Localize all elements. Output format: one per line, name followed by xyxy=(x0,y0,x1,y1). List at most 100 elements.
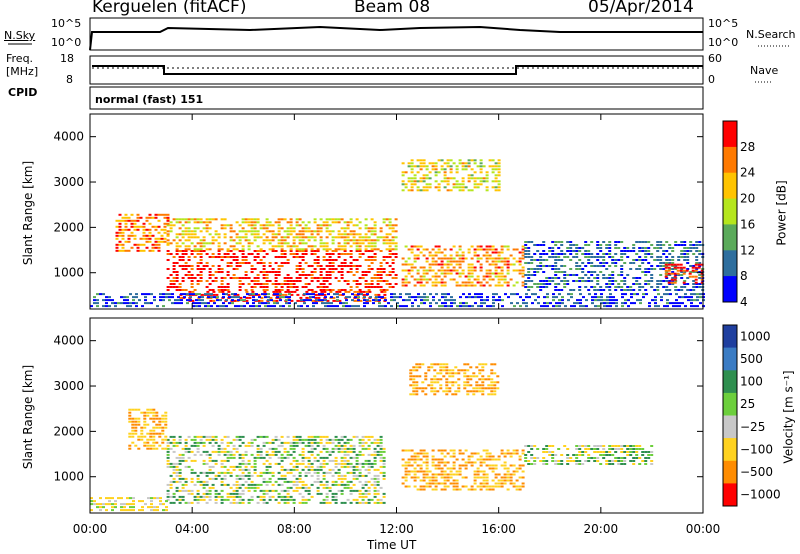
heatmap-cell xyxy=(402,299,405,302)
heatmap-cell xyxy=(530,274,534,276)
heatmap-cell xyxy=(241,474,245,477)
heatmap-cell xyxy=(432,296,435,299)
heatmap-cell xyxy=(407,485,411,488)
heatmap-cell xyxy=(283,498,287,501)
heatmap-cell xyxy=(608,451,612,453)
heatmap-cell xyxy=(382,447,386,450)
heatmap-cell xyxy=(373,486,377,489)
heatmap-cell xyxy=(157,237,161,240)
heatmap-cell xyxy=(671,265,675,267)
heatmap-cell xyxy=(229,224,233,227)
heatmap-cell xyxy=(474,296,477,299)
heatmap-cell xyxy=(479,162,483,165)
heatmap-cell xyxy=(404,479,408,482)
heatmap-cell xyxy=(137,447,141,450)
heatmap-cell xyxy=(184,438,188,441)
heatmap-cell xyxy=(205,262,209,264)
heatmap-cell xyxy=(473,269,477,272)
heatmap-cell xyxy=(382,477,386,480)
heatmap-cell xyxy=(587,259,591,261)
heatmap-cell xyxy=(184,253,188,255)
heatmap-cell xyxy=(422,189,426,192)
heatmap-cell xyxy=(635,241,639,243)
heatmap-cell xyxy=(190,450,194,453)
heatmap-cell xyxy=(379,274,383,276)
heatmap-cell xyxy=(566,247,570,249)
heatmap-cell xyxy=(299,296,303,299)
heatmap-cell xyxy=(253,438,257,441)
heatmap-cell xyxy=(488,254,492,257)
heatmap-cell xyxy=(656,256,660,258)
heatmap-cell xyxy=(355,265,359,267)
heatmap-cell xyxy=(496,375,500,378)
heatmap-cell xyxy=(301,483,305,486)
heatmap-cell xyxy=(177,296,180,299)
heatmap-cell xyxy=(277,471,281,474)
heatmap-cell xyxy=(416,269,420,272)
heatmap-cell xyxy=(349,444,353,447)
heatmap-cell xyxy=(358,438,362,441)
heatmap-cell xyxy=(289,286,293,288)
heatmap-cell xyxy=(590,280,594,282)
heatmap-cell xyxy=(181,477,185,480)
heatmap-cell xyxy=(157,225,161,228)
heatmap-cell xyxy=(131,426,135,429)
heatmap-cell xyxy=(187,447,191,450)
heatmap-cell xyxy=(490,384,494,387)
heatmap-cell xyxy=(629,460,633,462)
heatmap-cell xyxy=(653,259,657,261)
heatmap-cell xyxy=(364,501,368,504)
heatmap-cell xyxy=(509,482,513,485)
heatmap-cell xyxy=(190,438,194,441)
heatmap-cell xyxy=(271,239,275,242)
heatmap-cell xyxy=(566,448,570,450)
heatmap-cell xyxy=(108,503,111,506)
heatmap-cell xyxy=(358,492,362,495)
heatmap-cell xyxy=(346,498,350,501)
heatmap-cell xyxy=(639,302,642,305)
heatmap-cell xyxy=(217,444,221,447)
heatmap-cell xyxy=(497,186,501,189)
heatmap-cell xyxy=(325,245,329,248)
heatmap-cell xyxy=(343,248,347,251)
heatmap-cell xyxy=(608,286,612,288)
heatmap-cell xyxy=(536,259,540,261)
heatmap-cell xyxy=(506,452,510,455)
heatmap-cell xyxy=(181,277,185,279)
heatmap-cell xyxy=(313,441,317,444)
heatmap-cell xyxy=(642,293,645,296)
heatmap-cell xyxy=(467,248,471,251)
heatmap-cell xyxy=(440,458,444,461)
heatmap-cell xyxy=(443,168,447,171)
heatmap-cell xyxy=(258,296,261,299)
heatmap-cell xyxy=(235,492,239,495)
heatmap-cell xyxy=(662,265,666,267)
heatmap-cell xyxy=(454,393,458,396)
heatmap-cell xyxy=(554,265,558,267)
heatmap-cell xyxy=(479,263,483,266)
heatmap-cell xyxy=(355,233,359,236)
heatmap-cell xyxy=(490,381,494,384)
heatmap-cell xyxy=(304,483,308,486)
heatmap-cell xyxy=(689,289,693,291)
heatmap-cell xyxy=(482,485,486,488)
heatmap-cell xyxy=(379,456,383,459)
heatmap-cell xyxy=(479,464,483,467)
heatmap-cell xyxy=(289,224,293,227)
heatmap-cell xyxy=(198,305,201,308)
heatmap-cell xyxy=(527,289,531,291)
heatmap-cell xyxy=(361,438,365,441)
y-tick-label: 1000 xyxy=(53,470,84,484)
heatmap-cell xyxy=(232,259,236,261)
heatmap-cell xyxy=(295,435,299,438)
heatmap-cell xyxy=(349,286,353,288)
heatmap-cell xyxy=(238,456,242,459)
heatmap-cell xyxy=(467,275,471,278)
heatmap-cell xyxy=(284,293,288,296)
heatmap-cell xyxy=(274,236,278,239)
heatmap-cell xyxy=(331,221,335,224)
heatmap-cell xyxy=(407,180,411,183)
heatmap-cell xyxy=(304,498,308,501)
heatmap-cell xyxy=(232,230,236,233)
heatmap-cell xyxy=(232,501,236,504)
